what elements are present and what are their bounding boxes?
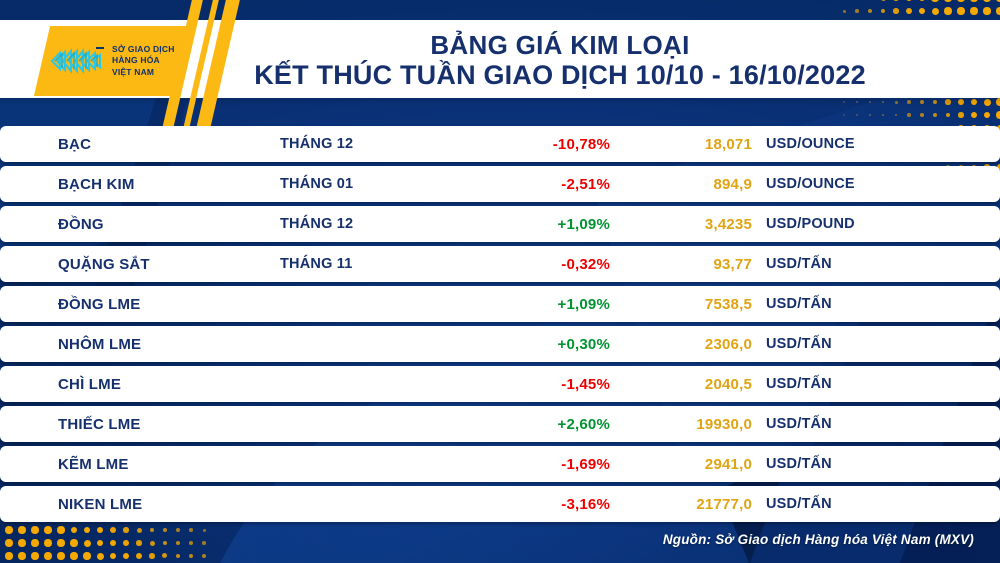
- logo-text-line-2: HÀNG HÓA: [112, 55, 160, 66]
- commodity-name: BẠCH KIM: [58, 175, 135, 193]
- contract-month: THÁNG 01: [280, 176, 354, 192]
- price-unit: USD/TẤN: [766, 376, 832, 392]
- logo-text-line-3: VIỆT NAM: [112, 66, 155, 77]
- commodity-name: CHÌ LME: [58, 375, 122, 393]
- commodity-name: KẼM LME: [58, 455, 129, 473]
- change-percent: +0,30%: [557, 335, 610, 353]
- contract-month: THÁNG 12: [280, 136, 354, 152]
- change-percent: -3,16%: [561, 495, 610, 513]
- table-row[interactable]: ĐỒNG LME +1,09% 7538,5 USD/TẤN: [0, 286, 1000, 322]
- commodity-name: QUẶNG SẮT: [58, 255, 150, 273]
- price-unit: USD/TẤN: [766, 416, 832, 432]
- price-value: 2040,5: [704, 375, 752, 393]
- table-row[interactable]: NIKEN LME -3,16% 21777,0 USD/TẤN: [0, 486, 1000, 522]
- price-value: 18,071: [704, 135, 752, 153]
- commodity-name: NIKEN LME: [58, 495, 143, 513]
- price-value: 93,77: [713, 255, 752, 273]
- price-unit: USD/OUNCE: [766, 176, 855, 192]
- price-value: 3,4235: [704, 215, 752, 233]
- table-row[interactable]: QUẶNG SẮT THÁNG 11 -0,32% 93,77 USD/TẤN: [0, 246, 1000, 282]
- price-value: 2941,0: [704, 455, 752, 473]
- price-value: 894,9: [713, 175, 752, 193]
- table-row[interactable]: ĐỒNG THÁNG 12 +1,09% 3,4235 USD/POUND: [0, 206, 1000, 242]
- title-line-1: BẢNG GIÁ KIM LOẠI: [430, 30, 690, 61]
- contract-month: THÁNG 11: [280, 256, 353, 272]
- table-row[interactable]: NHÔM LME +0,30% 2306,0 USD/TẤN: [0, 326, 1000, 362]
- commodity-name: BẠC: [58, 135, 92, 153]
- change-percent: +2,60%: [557, 415, 610, 433]
- change-percent: +1,09%: [557, 295, 610, 313]
- change-percent: -1,69%: [561, 455, 610, 473]
- page-title: BẢNG GIÁ KIM LOẠI KẾT THÚC TUẦN GIAO DỊC…: [210, 26, 910, 96]
- change-percent: -2,51%: [561, 175, 610, 193]
- commodity-name: NHÔM LME: [58, 335, 142, 353]
- commodity-name: THIẾC LME: [58, 415, 141, 433]
- table-row[interactable]: BẠCH KIM THÁNG 01 -2,51% 894,9 USD/OUNCE: [0, 166, 1000, 202]
- change-percent: -10,78%: [552, 135, 610, 153]
- title-line-2: KẾT THÚC TUẦN GIAO DỊCH 10/10 - 16/10/20…: [254, 60, 866, 91]
- commodity-name: ĐỒNG LME: [58, 295, 141, 313]
- price-unit: USD/POUND: [766, 216, 855, 232]
- metal-price-table: BẠC THÁNG 12 -10,78% 18,071 USD/OUNCE BẠCH KI…: [0, 126, 1000, 526]
- table-row[interactable]: THIẾC LME +2,60% 19930,0 USD/TẤN: [0, 406, 1000, 442]
- price-value: 7538,5: [704, 295, 752, 313]
- price-unit: USD/TẤN: [766, 496, 832, 512]
- table-row[interactable]: CHÌ LME -1,45% 2040,5 USD/TẤN: [0, 366, 1000, 402]
- price-unit: USD/TẤN: [766, 296, 832, 312]
- price-unit: USD/TẤN: [766, 336, 832, 352]
- header: SỞ GIAO DỊCH HÀNG HÓA VIỆT NAM BẢNG GIÁ …: [0, 0, 1000, 134]
- price-unit: USD/TẤN: [766, 456, 832, 472]
- price-unit: USD/TẤN: [766, 256, 832, 272]
- price-value: 21777,0: [696, 495, 752, 513]
- contract-month: THÁNG 12: [280, 216, 354, 232]
- price-value: 19930,0: [696, 415, 752, 433]
- price-unit: USD/OUNCE: [766, 136, 855, 152]
- change-percent: -1,45%: [561, 375, 610, 393]
- change-percent: -0,32%: [561, 255, 610, 273]
- commodity-name: ĐỒNG: [58, 215, 104, 233]
- mxv-weave-logo-icon: [50, 47, 104, 74]
- source-note: Nguồn: Sở Giao dịch Hàng hóa Việt Nam (M…: [662, 532, 974, 547]
- logo: SỞ GIAO DỊCH HÀNG HÓA VIỆT NAM: [50, 30, 190, 92]
- logo-text-line-1: SỞ GIAO DỊCH: [112, 44, 175, 55]
- change-percent: +1,09%: [557, 215, 610, 233]
- logo-text: SỞ GIAO DỊCH HÀNG HÓA VIỆT NAM: [112, 44, 175, 78]
- price-value: 2306,0: [704, 335, 752, 353]
- table-row[interactable]: BẠC THÁNG 12 -10,78% 18,071 USD/OUNCE: [0, 126, 1000, 162]
- table-row[interactable]: KẼM LME -1,69% 2941,0 USD/TẤN: [0, 446, 1000, 482]
